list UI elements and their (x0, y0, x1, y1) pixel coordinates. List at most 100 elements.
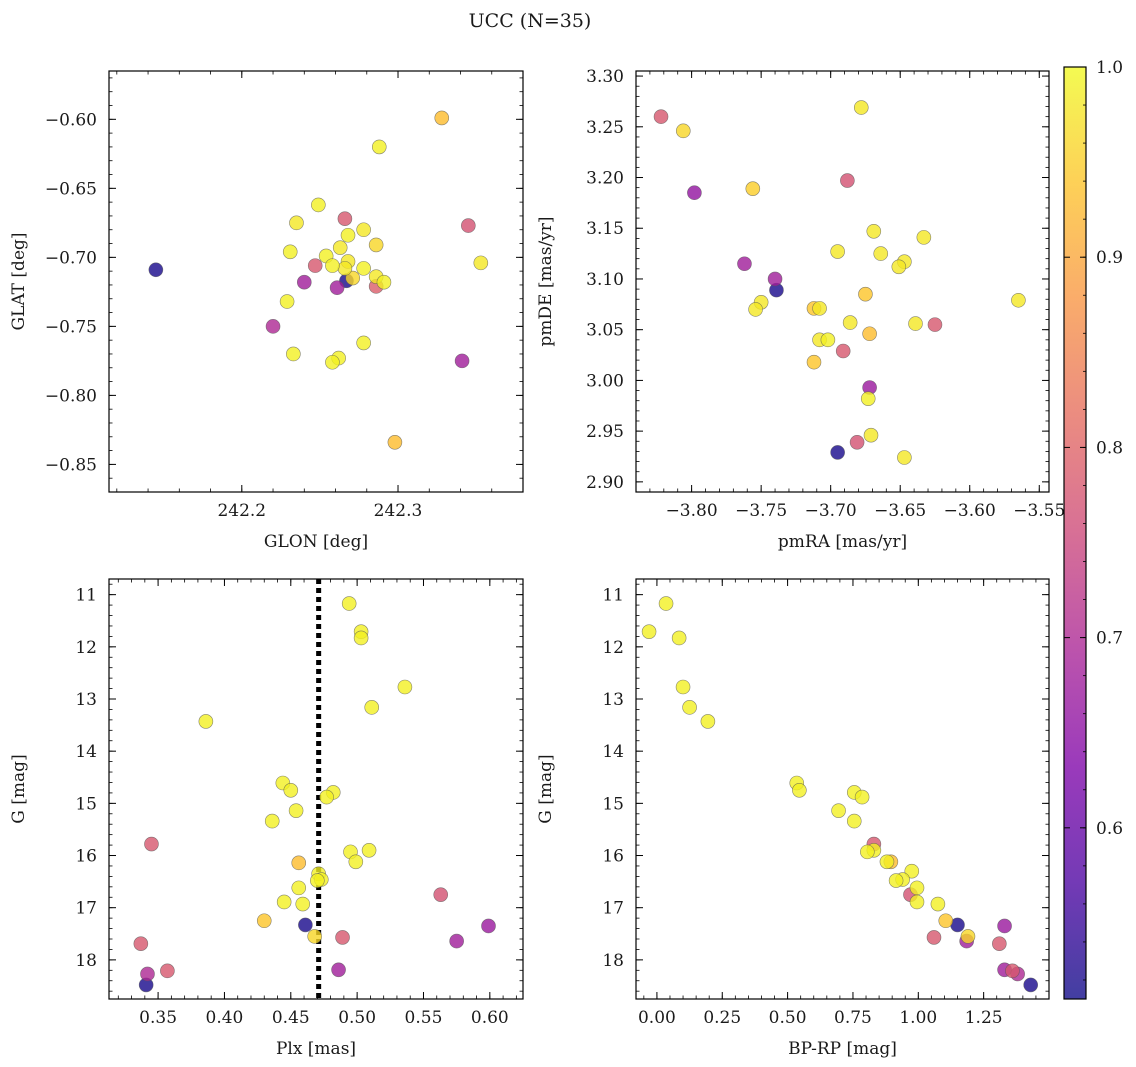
scatter-point (140, 966, 155, 982)
scatter-point (1011, 292, 1026, 308)
x-tick-label: 0.25 (703, 1008, 741, 1028)
scatter-point (653, 109, 669, 124)
scatter-point (960, 929, 976, 944)
y-tick-label: 18 (75, 951, 97, 971)
scatter-point (916, 230, 932, 245)
y-tick-label: −0.65 (45, 179, 97, 199)
colorbar-tick-label: 0.9 (1096, 248, 1123, 268)
scatter-point (311, 197, 326, 213)
scatter-point (842, 315, 858, 330)
x-tick-label: 0.75 (834, 1008, 872, 1028)
y-tick-label: 18 (602, 951, 624, 971)
y-tick-label: 2.90 (586, 473, 624, 493)
y-tick-label: 3.10 (586, 270, 624, 290)
x-tick-label: −3.80 (666, 501, 718, 521)
scatter-point (307, 258, 323, 273)
colorbar-tick-label: 0.6 (1096, 819, 1123, 839)
y-tick-label: 15 (75, 794, 97, 814)
y-tick-label: 14 (75, 742, 97, 762)
colorbar-frame (1063, 66, 1087, 1000)
scatter-point (909, 894, 925, 910)
x-tick-label: −3.70 (805, 501, 857, 521)
scatter-point (397, 679, 413, 695)
scatter-point (461, 218, 476, 233)
x-tick-label: −3.65 (874, 501, 926, 521)
panel-pmra-pmde: −3.80 −3.75 −3.70 −3.65 −3.60 −3.55 2.90 2.95 3.… (536, 67, 1065, 552)
scatter-point (473, 255, 489, 271)
y-tick-label: 3.00 (586, 371, 624, 391)
scatter-point (433, 887, 449, 902)
y-tick-label: 2.95 (586, 422, 624, 442)
scatter-point (335, 930, 350, 945)
scatter-point (288, 803, 304, 818)
y-tick-label: 12 (75, 638, 97, 658)
scatter-point (908, 316, 923, 331)
colorbar-gradient (1064, 67, 1086, 999)
colorbar-tick-label: 1.0 (1096, 58, 1123, 78)
axes-frame (108, 70, 524, 493)
colorbar: 0.6 0.7 0.8 0.9 1.0 (1063, 58, 1123, 1000)
scatter-point (337, 211, 353, 226)
scatter-point (319, 789, 334, 805)
scatter-point (310, 873, 325, 888)
scatter-point (1005, 963, 1020, 979)
scatter-point (341, 596, 357, 611)
colorbar-ticks: 0.6 0.7 0.8 0.9 1.0 (1064, 58, 1123, 981)
scatter-point (641, 624, 657, 639)
y-tick-label: 3.20 (586, 169, 624, 189)
scatter-point (862, 326, 877, 342)
scatter-point (325, 258, 340, 273)
scatter-point (364, 700, 380, 715)
y-tick-label: 3.05 (586, 321, 624, 341)
scatter-point (371, 139, 387, 155)
scatter-point (682, 700, 697, 715)
scatter-point (368, 237, 384, 253)
scatter-point (198, 714, 214, 729)
y-axis-label: G [mag] (9, 754, 29, 823)
scatter-point (840, 173, 855, 188)
y-tick-label: 14 (602, 742, 624, 762)
scatter-point (853, 100, 869, 115)
scatter-point (160, 963, 175, 979)
scatter-point (687, 185, 702, 201)
scatter-point (860, 391, 876, 406)
scatter-point (332, 240, 348, 255)
scatter-point (356, 335, 371, 351)
scatter-point (675, 123, 691, 139)
axes-frame (108, 578, 524, 1000)
y-tick-label: 13 (602, 690, 624, 710)
scatter-point (361, 843, 377, 858)
scatter-point (938, 913, 954, 929)
scatter-point (831, 803, 846, 818)
x-tick-label: 0.35 (139, 1008, 177, 1028)
scatter-point (854, 789, 870, 805)
scatter-point (879, 854, 895, 870)
scatter-point (276, 894, 292, 910)
scatter-point (835, 343, 851, 359)
scatter-point (737, 256, 752, 272)
scatter-point (348, 854, 364, 870)
y-tick-label: −0.70 (45, 248, 97, 268)
scatter-point (256, 913, 272, 929)
panels: 242.2 242.3 −0.60 −0.65 −0.70 −0.75 −0.80 −0.85… (9, 67, 1065, 1059)
y-tick-label: 16 (75, 847, 97, 867)
scatter-point (792, 783, 807, 798)
scatter-point (926, 930, 942, 945)
scatter-point (283, 783, 299, 798)
x-tick-label: 0.55 (405, 1008, 443, 1028)
y-tick-label: 3.30 (586, 67, 624, 87)
x-axis-label: GLON [deg] (264, 532, 368, 552)
scatter-point (860, 844, 875, 860)
scatter-point (286, 346, 301, 362)
axes-frame (635, 70, 1050, 493)
scatter-point (289, 215, 304, 231)
scatter-point (745, 181, 761, 196)
panel-plx-g: 0.35 0.40 0.45 0.50 0.55 0.60 11 12 13 14 15 16 17 18… (9, 578, 524, 1059)
y-axis-label: GLAT [deg] (9, 232, 29, 330)
scatter-point (1023, 977, 1039, 993)
scatter-point (671, 630, 687, 646)
y-tick-label: −0.80 (45, 386, 97, 406)
scatter-point (767, 271, 783, 287)
x-tick-label: 0.45 (272, 1008, 310, 1028)
